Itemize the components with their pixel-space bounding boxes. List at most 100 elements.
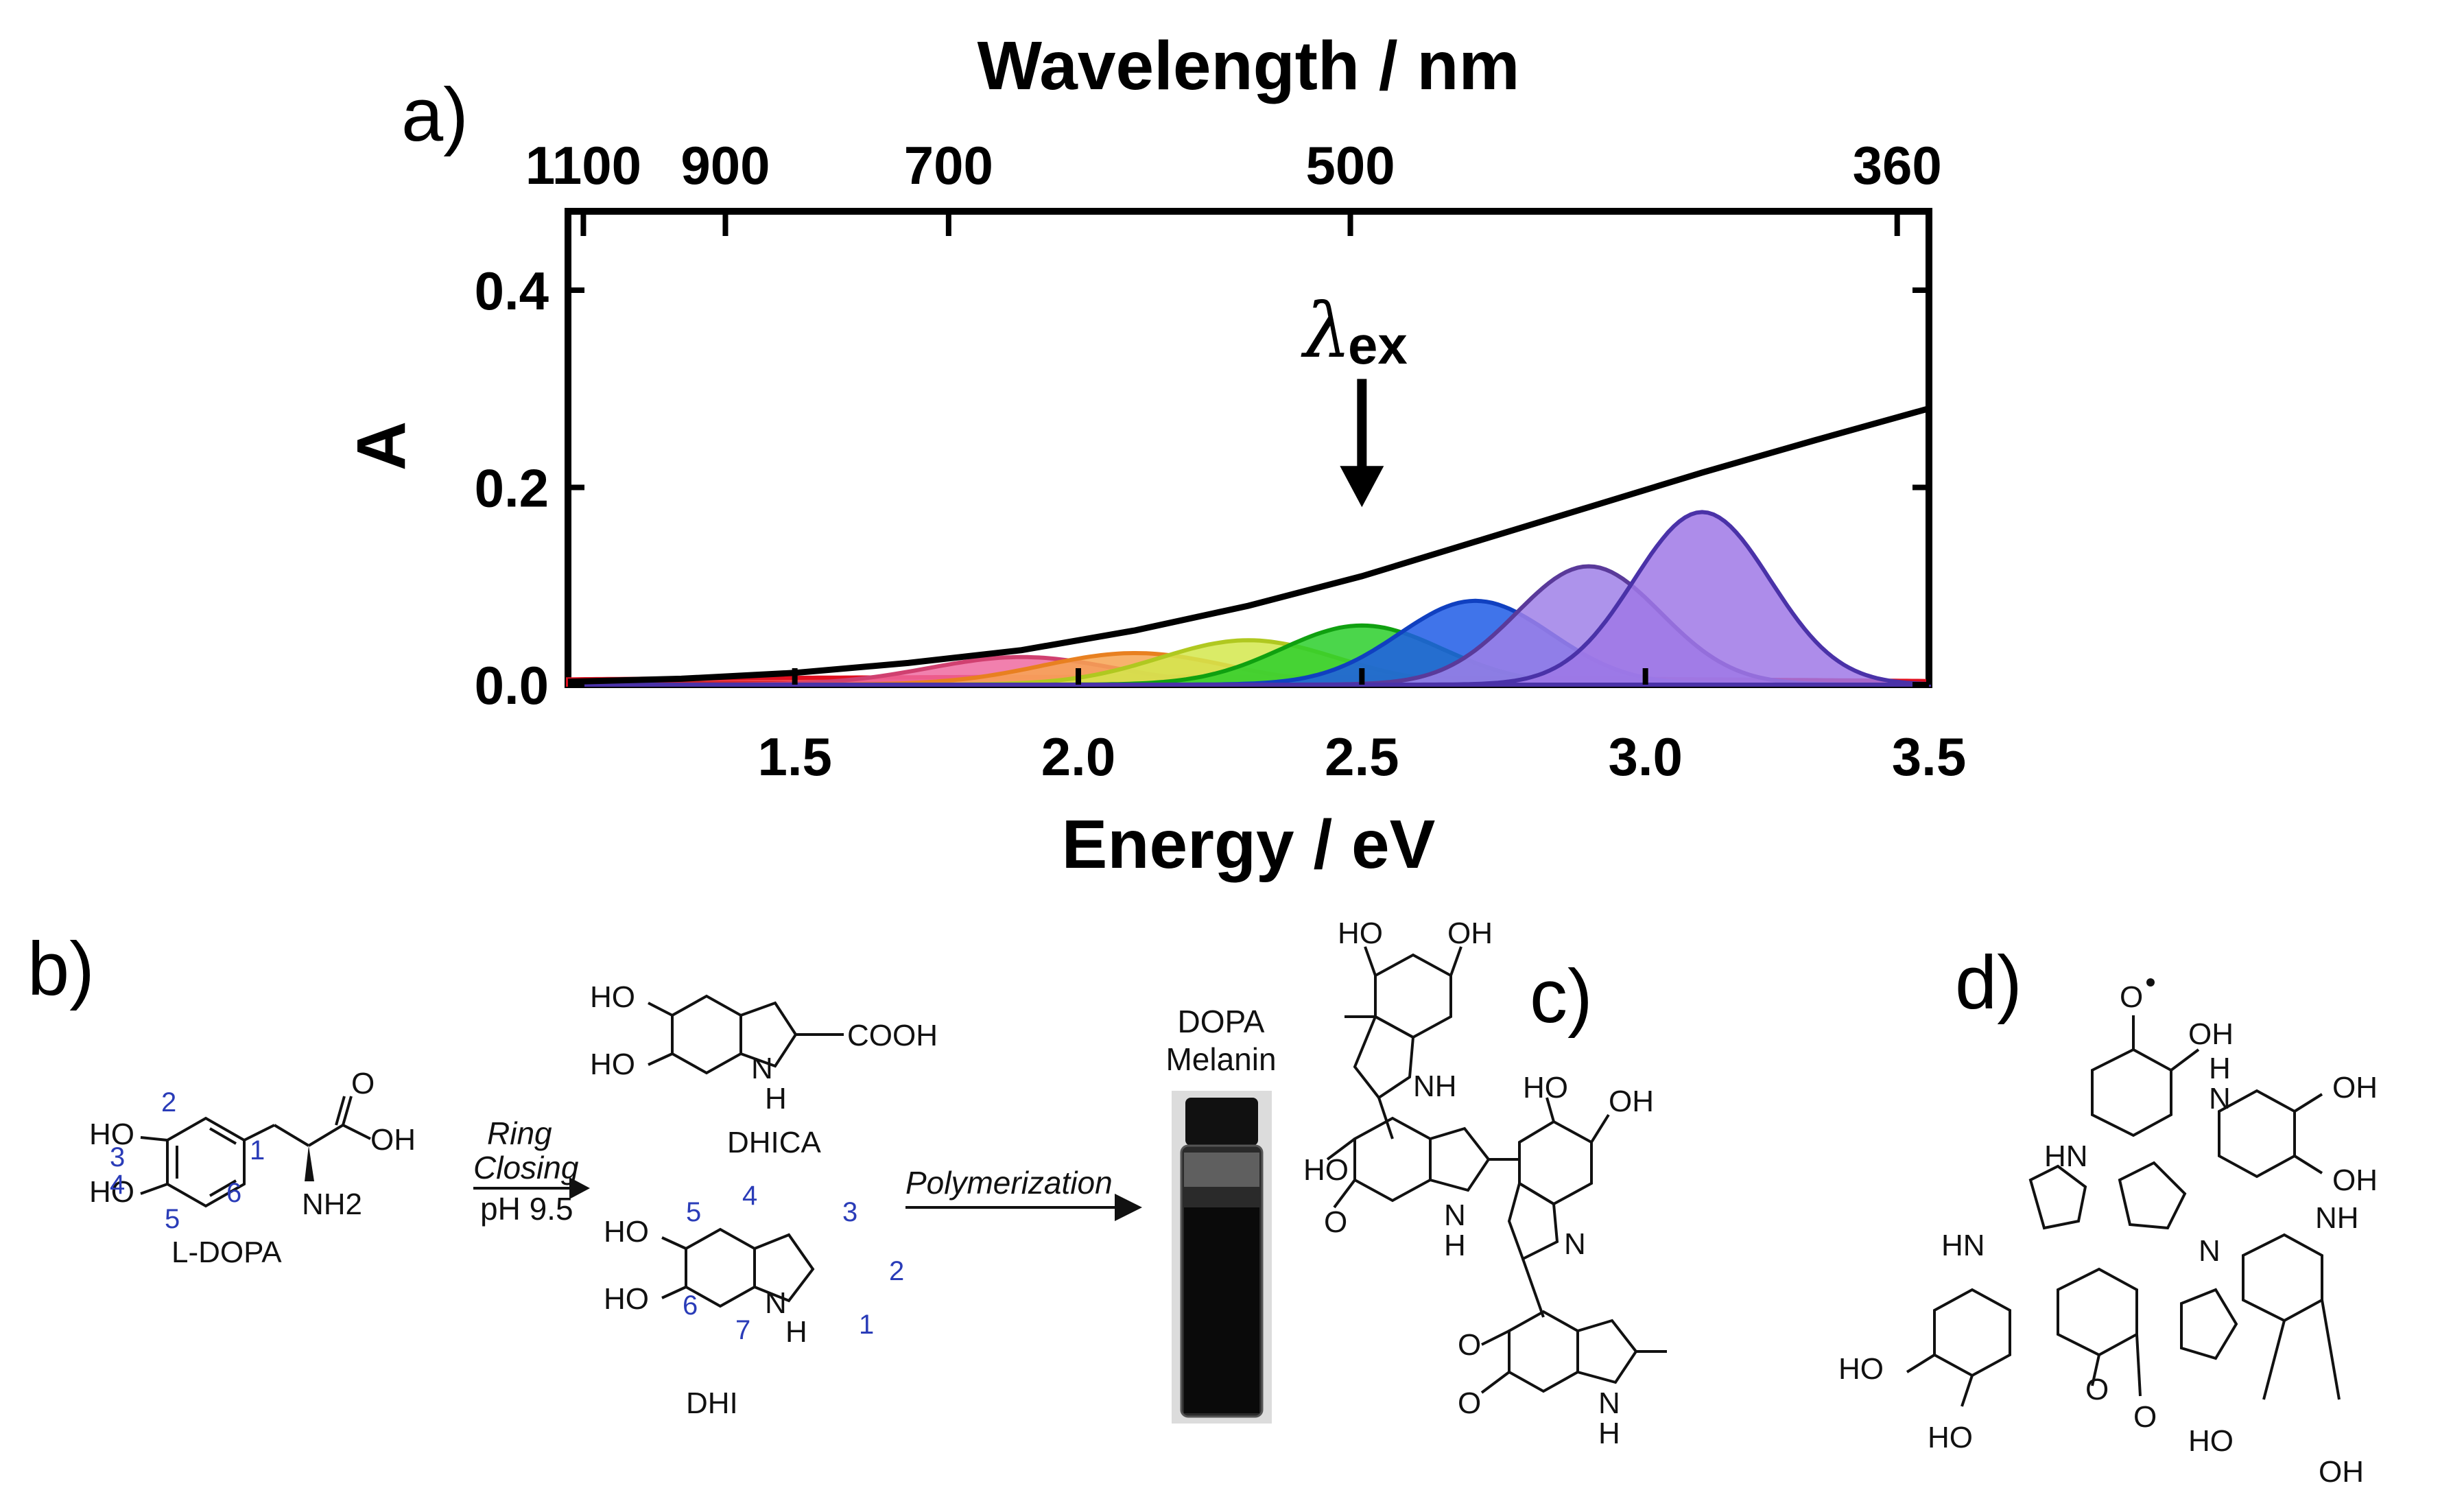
x-tick-label: 3.0	[1608, 727, 1682, 787]
vial-label-1: DOPA	[1178, 1004, 1265, 1039]
lambda-symbol: λ	[1301, 287, 1351, 375]
lambda-subscript: ex	[1348, 315, 1408, 375]
l-dopa-ho-top: HO	[89, 1118, 134, 1151]
absorbance-plot: 1.5 2.0 2.5 3.0 3.5 0.0 0.2 0.4	[475, 208, 1967, 787]
dhi-pos-4: 4	[742, 1181, 757, 1211]
x-tick-label: 1.5	[757, 727, 831, 787]
l-dopa-oh: OH	[370, 1123, 416, 1157]
axis-ticks: 1.5 2.0 2.5 3.0 3.5 0.0 0.2 0.4	[475, 261, 1967, 787]
arrow1-line3: pH 9.5	[480, 1191, 573, 1227]
dhica-benzene	[671, 994, 742, 1075]
polymerization-arrow: Polymerization	[905, 1165, 1142, 1221]
arrow1-line2: Closing	[473, 1150, 579, 1185]
dhi-pos-5: 5	[686, 1197, 701, 1227]
d-ho-bl2: HO	[1928, 1421, 1973, 1454]
panel-d-label: d)	[1955, 941, 2022, 1025]
dhi-pos-3: 3	[842, 1197, 857, 1227]
excitation-annotation: λ ex	[1301, 287, 1408, 508]
panel-a-label: a)	[401, 73, 469, 157]
vial-cap	[1185, 1098, 1258, 1146]
dhica-n: N	[751, 1052, 773, 1085]
dopa-melanin-vial: DOPA Melanin	[1165, 1004, 1277, 1424]
l-dopa-name: L-DOPA	[171, 1236, 282, 1269]
d-h-top: H	[2209, 1052, 2231, 1085]
top-tick-label: 360	[1853, 135, 1942, 196]
pos-4: 4	[110, 1170, 125, 1200]
melanin-oligomer-structure: HO OH NH HO O N H HO OH N O O N H	[1303, 917, 1667, 1450]
dhi-h: H	[785, 1315, 807, 1349]
l-dopa-o: O	[351, 1067, 375, 1100]
panel-b-label: b)	[27, 927, 95, 1011]
dhica-structure: HO HO COOH N H DHICA	[590, 980, 938, 1159]
c-ho-3: HO	[1523, 1071, 1568, 1105]
dhica-ho-1: HO	[590, 980, 635, 1014]
pos-6: 6	[226, 1178, 241, 1208]
y-tick-label: 0.4	[475, 261, 549, 321]
dhi-ho-1: HO	[604, 1215, 649, 1249]
c-o-3: O	[1458, 1386, 1481, 1420]
pos-2: 2	[161, 1087, 176, 1118]
l-dopa-ho-bottom: HO	[89, 1175, 134, 1209]
top-tick-label: 1100	[525, 135, 641, 196]
x-tick-label: 2.0	[1041, 727, 1115, 787]
x-tick-label: 3.5	[1892, 727, 1966, 787]
top-tick-label: 500	[1305, 135, 1395, 196]
d-oh-r2: OH	[2332, 1163, 2378, 1197]
dhi-name: DHI	[686, 1386, 738, 1420]
dhica-name: DHICA	[727, 1126, 822, 1159]
c-h-2: H	[1444, 1229, 1466, 1262]
d-o-b2: O	[2133, 1400, 2157, 1434]
c-h-4: H	[1598, 1417, 1620, 1450]
panel-c-label: c)	[1530, 954, 1593, 1039]
vial-label-2: Melanin	[1165, 1041, 1276, 1077]
c-oh-2: OH	[1609, 1085, 1654, 1118]
pos-1: 1	[250, 1135, 265, 1166]
l-dopa-nh2: NH2	[302, 1188, 362, 1221]
dhica-cooh: COOH	[847, 1019, 938, 1052]
c-n-4: N	[1598, 1386, 1620, 1420]
y-tick-label: 0.0	[475, 655, 549, 716]
c-o-2: O	[1458, 1328, 1481, 1362]
c-ho-2: HO	[1303, 1153, 1349, 1187]
d-oh-tl: OH	[2188, 1017, 2234, 1051]
d-hn-2: HN	[1941, 1229, 1985, 1262]
dhi-pos-7: 7	[735, 1315, 750, 1345]
d-nh-r: NH	[2315, 1201, 2359, 1235]
x-axis-title: Energy / eV	[1062, 806, 1436, 883]
d-hn-1: HN	[2044, 1139, 2088, 1173]
d-o-b1: O	[2085, 1373, 2109, 1406]
d-ho-br: HO	[2188, 1424, 2234, 1458]
d-n-top: N	[2209, 1082, 2231, 1115]
d-oh-r1: OH	[2332, 1071, 2378, 1105]
c-oh-1: OH	[1447, 917, 1493, 950]
d-radical-o: O	[2120, 980, 2143, 1014]
dhi-n: N	[765, 1286, 787, 1320]
excitation-arrowhead	[1340, 466, 1384, 508]
dhi-structure: HO HO N H 5 4 3 2 1 6 7 DHI	[604, 1181, 904, 1420]
c-n-2: N	[1444, 1198, 1466, 1232]
emission-bands	[566, 510, 1931, 687]
dhica-ho-2: HO	[590, 1048, 635, 1081]
top-tick-label: 900	[680, 135, 770, 196]
arrow2-label: Polymerization	[905, 1165, 1113, 1201]
y-axis-title: A	[343, 421, 420, 471]
top-axis-title: Wavelength / nm	[978, 27, 1520, 104]
y-tick-label: 0.2	[475, 458, 549, 519]
top-axis-ticks: 1100 900 700 500 360	[525, 135, 1942, 236]
d-n-center: N	[2199, 1234, 2220, 1268]
c-n-3: N	[1564, 1227, 1586, 1261]
d-ho-bl1: HO	[1838, 1352, 1884, 1386]
dhi-pos-1: 1	[859, 1310, 874, 1340]
dhi-pos-6: 6	[683, 1290, 698, 1321]
c-nh-1: NH	[1413, 1070, 1457, 1103]
pos-3: 3	[110, 1142, 125, 1172]
radical-dot	[2146, 978, 2155, 987]
x-tick-label: 2.5	[1325, 727, 1399, 787]
top-tick-label: 700	[904, 135, 993, 196]
dhica-h: H	[765, 1082, 787, 1115]
ring-closing-arrow: Ring Closing pH 9.5	[473, 1115, 590, 1227]
dhi-pos-2: 2	[889, 1256, 904, 1286]
c-o-1: O	[1324, 1205, 1347, 1239]
pos-5: 5	[165, 1204, 180, 1234]
